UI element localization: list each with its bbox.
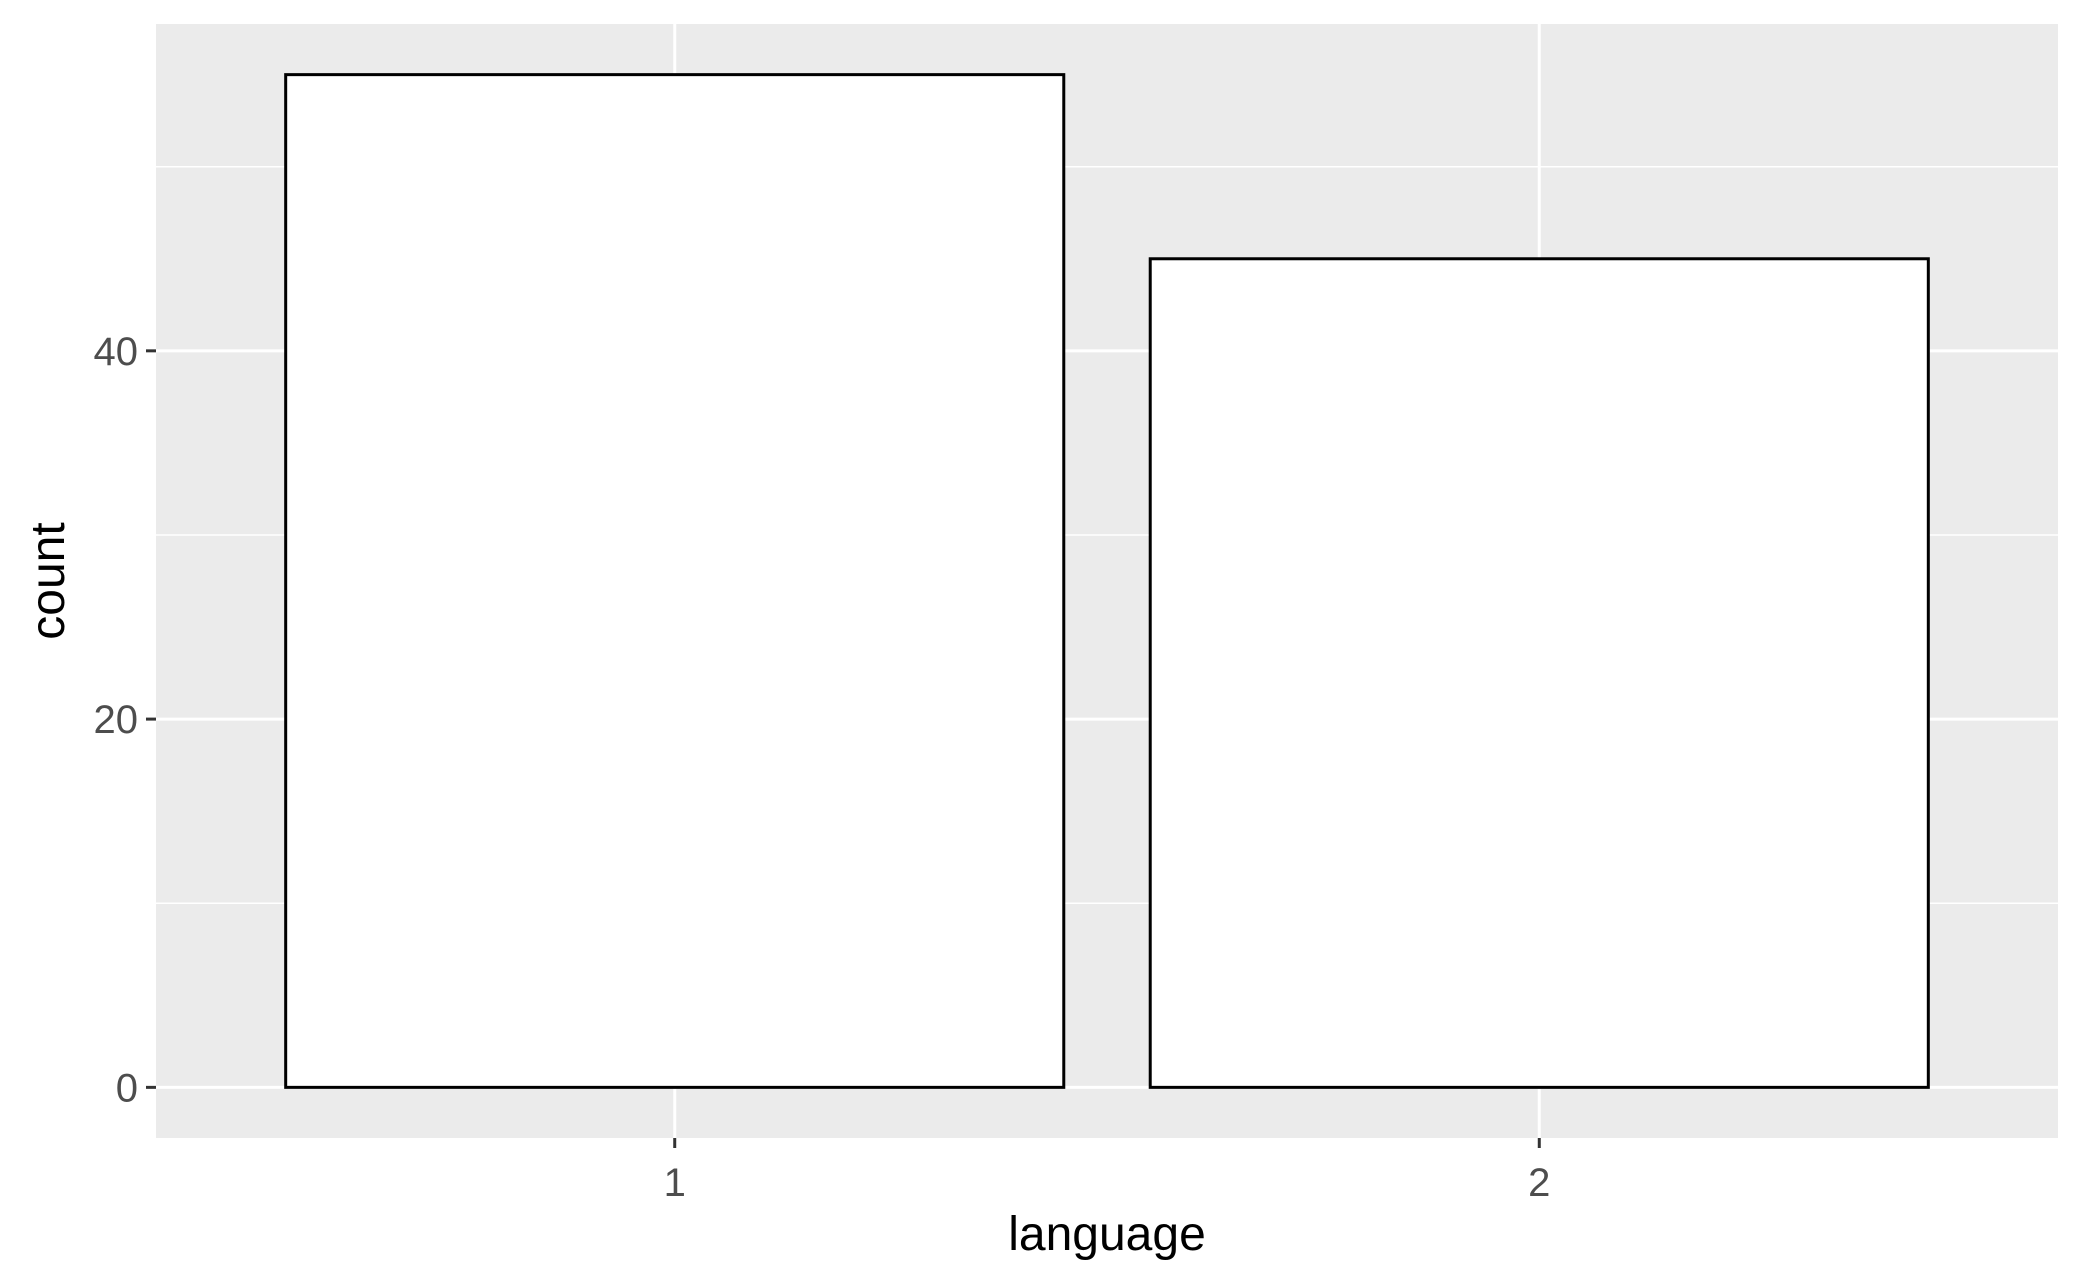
y-tick-label: 40: [94, 330, 139, 374]
bar-2: [1148, 257, 1930, 1089]
y-tick-label: 0: [116, 1066, 138, 1110]
y-tick-label: 20: [94, 698, 139, 742]
bar-1: [284, 73, 1066, 1089]
x-axis-title: language: [1008, 1208, 1206, 1261]
y-axis-title: count: [22, 522, 75, 639]
y-axis-ticks: 0 20 40: [94, 330, 156, 1110]
x-tick-label: 2: [1528, 1161, 1550, 1205]
x-tick-label: 1: [664, 1161, 686, 1205]
bars: [284, 73, 1930, 1089]
